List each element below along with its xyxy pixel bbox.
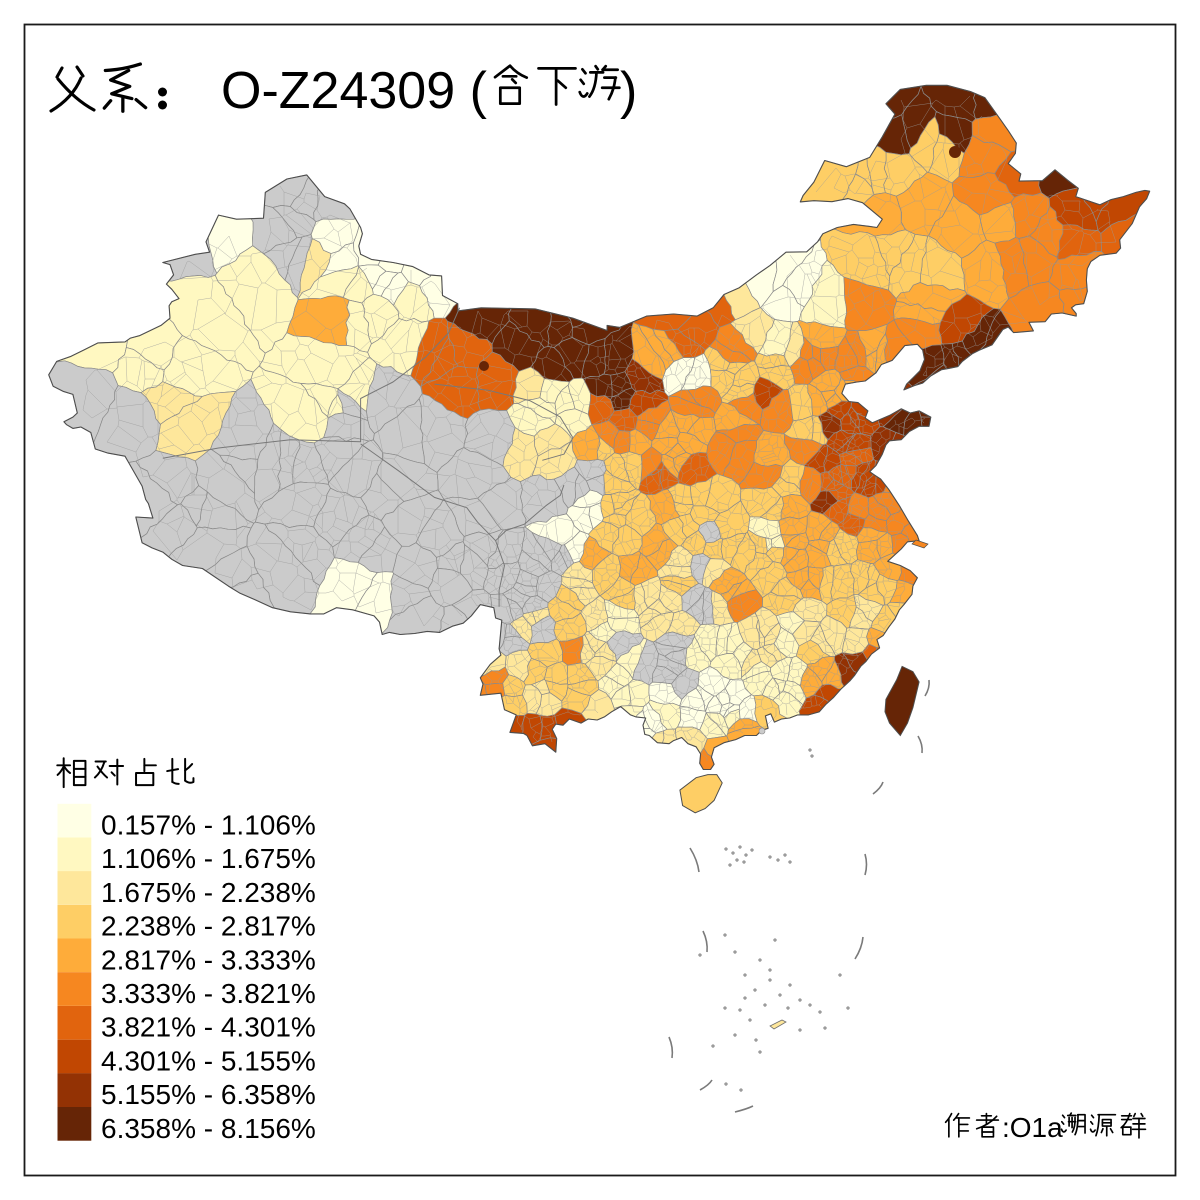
svg-text:5.155% - 6.358%: 5.155% - 6.358% bbox=[101, 1079, 316, 1110]
svg-text::O1a: :O1a bbox=[1002, 1112, 1063, 1143]
svg-text:6.358% - 8.156%: 6.358% - 8.156% bbox=[101, 1113, 316, 1144]
svg-text:3.821% - 4.301%: 3.821% - 4.301% bbox=[101, 1012, 316, 1043]
svg-text:O-Z24309 (: O-Z24309 ( bbox=[221, 62, 488, 120]
svg-text:2.238% - 2.817%: 2.238% - 2.817% bbox=[101, 911, 316, 942]
svg-text:4.301% - 5.155%: 4.301% - 5.155% bbox=[101, 1045, 316, 1076]
svg-text:2.817% - 3.333%: 2.817% - 3.333% bbox=[101, 944, 316, 975]
svg-text:1.106% - 1.675%: 1.106% - 1.675% bbox=[101, 843, 316, 874]
svg-text:0.157% - 1.106%: 0.157% - 1.106% bbox=[101, 810, 316, 841]
svg-text:): ) bbox=[620, 62, 637, 120]
svg-text:3.333% - 3.821%: 3.333% - 3.821% bbox=[101, 978, 316, 1009]
svg-text:1.675% - 2.238%: 1.675% - 2.238% bbox=[101, 877, 316, 908]
